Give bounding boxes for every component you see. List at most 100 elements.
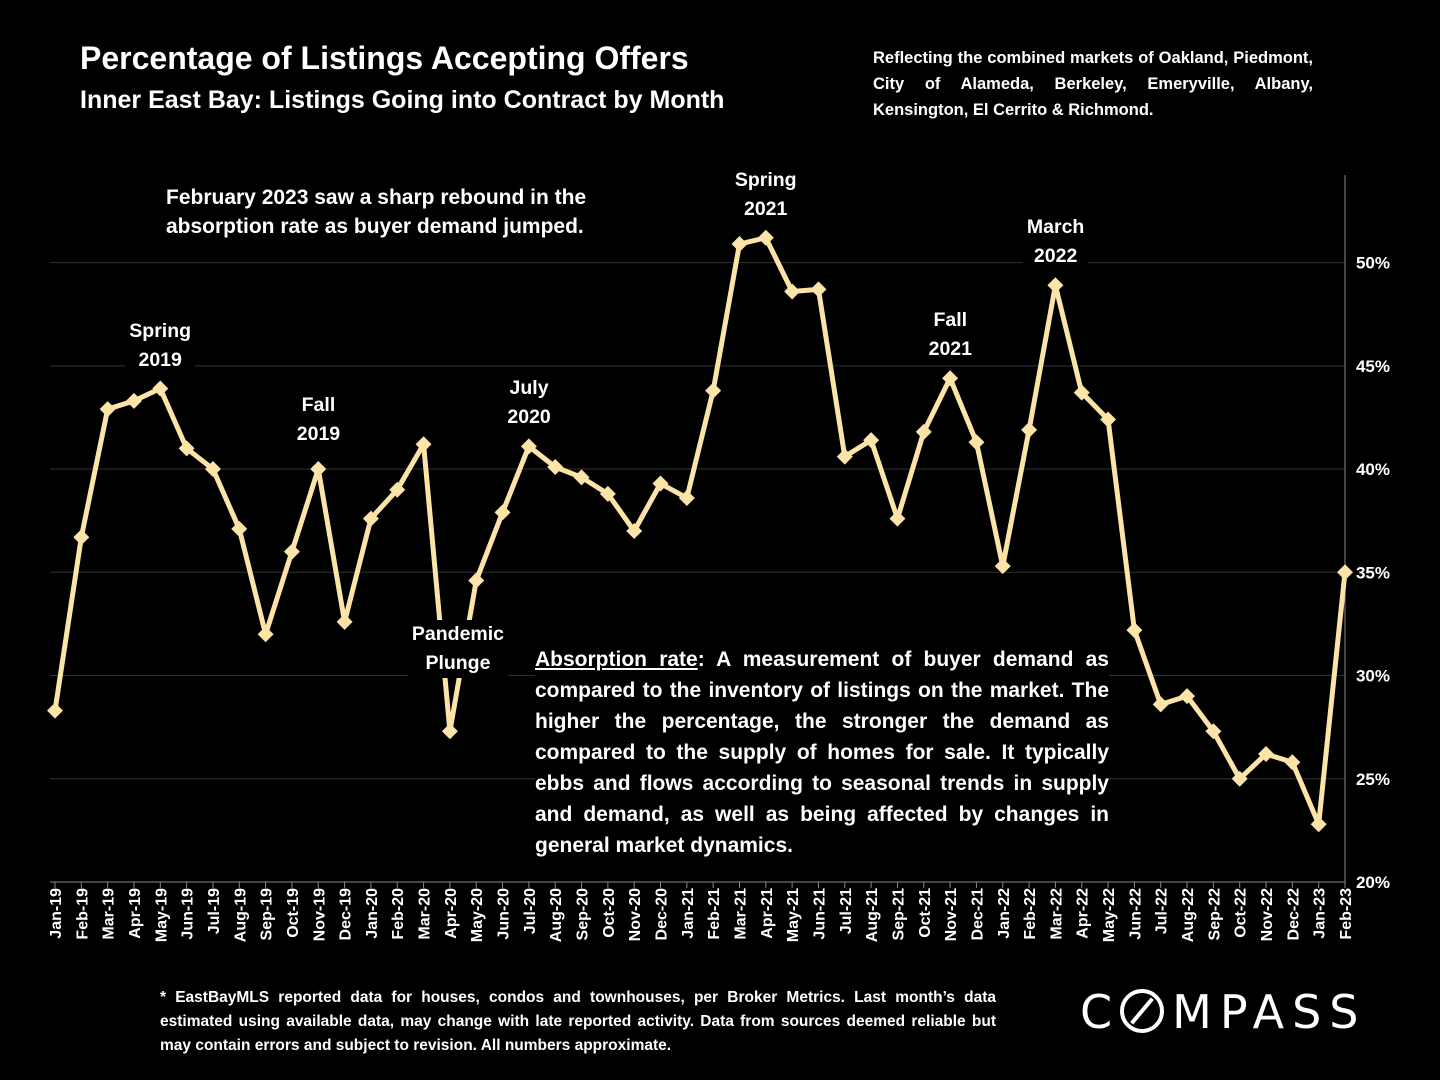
x-tick-label: Oct-21	[917, 888, 934, 938]
compass-logo: C MPASS	[1080, 985, 1366, 1039]
data-point	[1100, 411, 1117, 428]
definition-text: : A measurement of buyer demand as compa…	[535, 648, 1109, 857]
x-tick-label: Jan-23	[1312, 888, 1329, 939]
annotation-label: Spring 2021	[730, 165, 801, 224]
data-point	[1073, 384, 1090, 401]
x-tick-label: Dec-20	[654, 888, 671, 941]
definition-term: Absorption rate	[535, 648, 698, 671]
y-tick-label: 20%	[1356, 873, 1390, 892]
data-point	[1126, 622, 1143, 639]
x-tick-label: Feb-19	[74, 888, 91, 940]
data-point	[125, 392, 142, 409]
y-tick-label: 30%	[1356, 667, 1390, 686]
data-point	[599, 485, 616, 502]
x-tick-label: Jan-21	[680, 888, 697, 939]
x-tick-label: Mar-20	[417, 888, 434, 940]
absorption-definition: Absorption rate: A measurement of buyer …	[535, 644, 1109, 861]
x-tick-label: Aug-22	[1180, 888, 1197, 942]
x-tick-label: Jan-20	[364, 888, 381, 939]
data-point	[942, 370, 959, 387]
annotation-label: Fall 2019	[292, 391, 345, 450]
x-tick-label: Dec-22	[1285, 888, 1302, 941]
y-tick-label: 25%	[1356, 770, 1390, 789]
x-tick-label: Jul-22	[1154, 888, 1171, 934]
chart-subtitle: Inner East Bay: Listings Going into Cont…	[80, 86, 725, 114]
data-point	[468, 572, 485, 589]
annotation-label: Spring 2019	[125, 316, 196, 375]
x-tick-label: Oct-22	[1233, 888, 1250, 938]
data-point	[705, 382, 722, 399]
x-tick-label: Nov-22	[1259, 888, 1276, 941]
logo-text-start: C	[1080, 985, 1121, 1039]
data-point	[994, 558, 1011, 575]
annotation-label: July 2020	[503, 374, 555, 433]
data-point	[1047, 277, 1064, 294]
data-point	[1021, 421, 1038, 438]
y-tick-label: 45%	[1356, 357, 1390, 376]
data-point	[257, 626, 274, 643]
data-point	[889, 510, 906, 527]
series-line	[52, 235, 1348, 827]
x-tick-label: May-20	[469, 888, 486, 942]
x-tick-label: May-22	[1101, 888, 1118, 942]
data-point	[73, 529, 90, 546]
x-tick-label: Jun-21	[811, 888, 828, 940]
y-tick-label: 40%	[1356, 460, 1390, 479]
data-point	[178, 440, 195, 457]
x-tick-label: Jul-20	[522, 888, 539, 934]
chart-title: Percentage of Listings Accepting Offers	[80, 40, 689, 76]
x-tick-label: Mar-21	[732, 888, 749, 940]
x-tick-label: Feb-21	[706, 888, 723, 940]
data-point	[678, 489, 695, 506]
data-point	[652, 475, 669, 492]
data-point	[1152, 696, 1169, 713]
x-tick-label: Jun-22	[1127, 888, 1144, 940]
annotation-label: March 2022	[1022, 213, 1089, 272]
data-point	[757, 229, 774, 246]
y-tick-label: 50%	[1356, 254, 1390, 273]
x-tick-label: Apr-21	[759, 888, 776, 939]
x-tick-label: Jul-19	[206, 888, 223, 934]
x-tick-label: Oct-19	[285, 888, 302, 938]
x-tick-label: Apr-20	[443, 888, 460, 939]
x-tick-label: Aug-20	[548, 888, 565, 942]
data-point	[547, 458, 564, 475]
data-point	[389, 481, 406, 498]
x-tick-label: Jan-19	[48, 888, 65, 939]
data-point	[231, 520, 248, 537]
data-point	[810, 281, 827, 298]
data-point	[1310, 816, 1327, 833]
line-chart: 20% 25% 30% 35% 40% 45% 50% Jan-19 Feb-19 Mar-19 A…	[47, 175, 1390, 942]
data-point	[784, 283, 801, 300]
data-point	[441, 723, 458, 740]
data-point	[152, 380, 169, 397]
data-point	[204, 461, 221, 478]
data-point	[1231, 770, 1248, 787]
data-point	[626, 523, 643, 539]
x-tick-label: Dec-19	[338, 888, 355, 941]
data-point	[731, 236, 748, 253]
data-point	[415, 436, 432, 453]
x-tick-label: Nov-19	[311, 888, 328, 941]
data-point	[863, 432, 880, 449]
x-tick-label: Jun-19	[180, 888, 197, 940]
x-tick-label: Sep-20	[575, 888, 592, 941]
x-tick-label: Aug-19	[232, 888, 249, 942]
x-tick-label: Mar-19	[101, 888, 118, 940]
x-tick-label: Sep-22	[1206, 888, 1223, 941]
annotation-label: Fall 2021	[924, 306, 976, 365]
x-tick-label: Feb-23	[1338, 888, 1355, 940]
logo-text-end: MPASS	[1172, 985, 1367, 1039]
markets-note: Reflecting the combined markets of Oakla…	[873, 49, 1313, 119]
data-point	[1179, 688, 1196, 705]
footnote: * EastBayMLS reported data for houses, c…	[160, 989, 996, 1054]
data-point	[310, 461, 327, 478]
data-point	[1337, 564, 1353, 581]
data-point	[1284, 754, 1301, 771]
data-point	[494, 504, 511, 521]
data-point	[915, 423, 932, 440]
data-point	[283, 543, 300, 560]
x-tick-label: Feb-22	[1022, 888, 1039, 940]
annotation-label: Pandemic Plunge	[407, 620, 509, 678]
x-tick-label: Jun-20	[496, 888, 513, 940]
